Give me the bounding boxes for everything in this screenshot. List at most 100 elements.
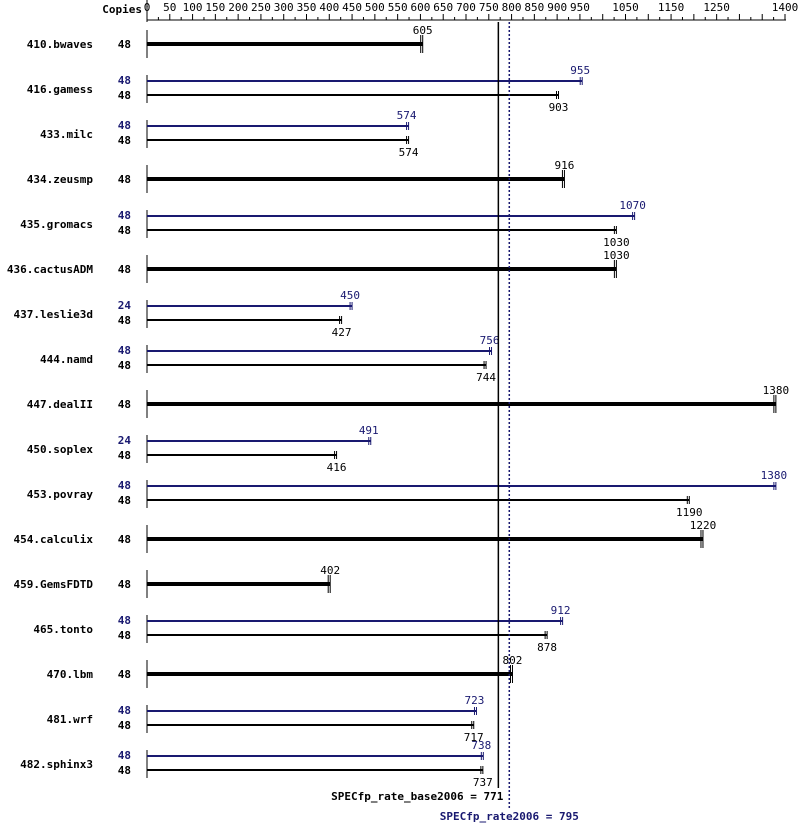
peak-value-label: 1380	[761, 469, 788, 482]
x-tick-label: 300	[274, 1, 294, 14]
x-tick-label: 950	[570, 1, 590, 14]
x-tick-label: 150	[205, 1, 225, 14]
benchmark-name: 459.GemsFDTD	[14, 578, 94, 591]
peak-copies: 48	[118, 344, 131, 357]
base-copies: 48	[118, 578, 131, 591]
base-value-label: 605	[413, 24, 433, 37]
x-tick-label: 50	[163, 1, 176, 14]
base-copies: 48	[118, 398, 131, 411]
base-value-label: 802	[503, 654, 523, 667]
base-value-label: 1380	[763, 384, 790, 397]
peak-copies: 48	[118, 614, 131, 627]
peak-summary-label: SPECfp_rate2006 = 795	[440, 810, 579, 823]
base-copies: 48	[118, 494, 131, 507]
base-value-label: 903	[549, 101, 569, 114]
x-tick-label: 200	[228, 1, 248, 14]
peak-copies: 24	[118, 299, 132, 312]
base-copies: 48	[118, 38, 131, 51]
copies-header: Copies	[102, 3, 142, 16]
reference-lines: SPECfp_rate_base2006 = 771 SPECfp_rate200…	[331, 22, 579, 823]
base-value-label: 916	[554, 159, 574, 172]
benchmark-name: 435.gromacs	[20, 218, 93, 231]
x-tick-label: 900	[547, 1, 567, 14]
base-value-label: 1220	[690, 519, 717, 532]
x-tick-label: 450	[342, 1, 362, 14]
base-copies: 48	[118, 314, 131, 327]
peak-copies: 48	[118, 704, 131, 717]
x-tick-label: 1050	[612, 1, 639, 14]
benchmark-name: 447.dealII	[27, 398, 93, 411]
x-tick-label: 700	[456, 1, 476, 14]
base-copies: 48	[118, 533, 131, 546]
benchmark-row-454-calculix: 454.calculix 48 1220	[14, 519, 717, 553]
peak-value-label: 450	[340, 289, 360, 302]
x-tick-label: 1250	[703, 1, 730, 14]
base-copies: 48	[118, 224, 131, 237]
x-tick-label: 400	[319, 1, 339, 14]
peak-value-label: 738	[471, 739, 491, 752]
benchmark-row-481-wrf: 481.wrf 48 723 48 717	[47, 694, 485, 744]
peak-value-label: 1070	[619, 199, 646, 212]
benchmark-row-410-bwaves: 410.bwaves 48 605	[27, 24, 433, 58]
peak-copies: 48	[118, 209, 131, 222]
benchmark-name: 437.leslie3d	[14, 308, 93, 321]
peak-value-label: 756	[480, 334, 500, 347]
peak-copies: 48	[118, 119, 131, 132]
benchmark-row-433-milc: 433.milc 48 574 48 574	[40, 109, 419, 159]
benchmark-row-447-dealii: 447.dealII 48 1380	[27, 384, 789, 418]
benchmark-name: 470.lbm	[47, 668, 94, 681]
x-tick-label: 800	[502, 1, 522, 14]
x-tick-label: 100	[183, 1, 203, 14]
base-value-label: 737	[473, 776, 493, 789]
base-copies: 48	[118, 173, 131, 186]
x-tick-label: 0	[144, 1, 151, 14]
base-value-label: 416	[327, 461, 347, 474]
benchmark-name: 465.tonto	[33, 623, 93, 636]
peak-value-label: 912	[551, 604, 571, 617]
benchmark-row-459-gemsfdtd: 459.GemsFDTD 48 402	[14, 564, 340, 598]
benchmark-name: 450.soplex	[27, 443, 94, 456]
x-tick-label: 650	[433, 1, 453, 14]
benchmark-row-453-povray: 453.povray 48 1380 48 1190	[27, 469, 787, 519]
base-value-label: 402	[320, 564, 340, 577]
base-copies: 48	[118, 359, 131, 372]
benchmark-name: 416.gamess	[27, 83, 93, 96]
x-tick-label: 350	[297, 1, 317, 14]
benchmark-row-444-namd: 444.namd 48 756 48 744	[40, 334, 499, 384]
base-value-label: 1030	[603, 249, 630, 262]
benchmark-row-482-sphinx3: 482.sphinx3 48 738 48 737	[20, 739, 493, 789]
benchmark-name: 434.zeusmp	[27, 173, 94, 186]
base-value-label: 574	[399, 146, 419, 159]
x-tick-label: 250	[251, 1, 271, 14]
benchmark-name: 410.bwaves	[27, 38, 93, 51]
peak-copies: 24	[118, 434, 132, 447]
base-copies: 48	[118, 134, 131, 147]
x-tick-label: 750	[479, 1, 499, 14]
benchmark-row-436-cactusadm: 436.cactusADM 48 1030	[7, 249, 630, 283]
peak-copies: 48	[118, 749, 131, 762]
base-value-label: 878	[537, 641, 557, 654]
x-tick-label: 550	[388, 1, 408, 14]
benchmark-name: 444.namd	[40, 353, 93, 366]
benchmark-name: 436.cactusADM	[7, 263, 93, 276]
benchmark-name: 481.wrf	[47, 713, 93, 726]
peak-copies: 48	[118, 74, 131, 87]
benchmark-name: 482.sphinx3	[20, 758, 93, 771]
benchmark-name: 453.povray	[27, 488, 94, 501]
benchmark-row-450-soplex: 450.soplex 24 491 48 416	[27, 424, 379, 474]
benchmark-name: 454.calculix	[14, 533, 94, 546]
base-copies: 48	[118, 263, 131, 276]
base-value-label: 744	[476, 371, 496, 384]
benchmark-rows: 410.bwaves 48 605 416.gamess 48 955 48 903 433.m…	[7, 24, 789, 789]
peak-value-label: 491	[359, 424, 379, 437]
peak-copies: 48	[118, 479, 131, 492]
peak-value-label: 574	[397, 109, 417, 122]
base-value-label: 1030	[603, 236, 630, 249]
benchmark-row-437-leslie3d: 437.leslie3d 24 450 48 427	[14, 289, 360, 339]
x-tick-label: 1400	[772, 1, 799, 14]
x-tick-label: 850	[524, 1, 544, 14]
x-tick-label: 600	[410, 1, 430, 14]
